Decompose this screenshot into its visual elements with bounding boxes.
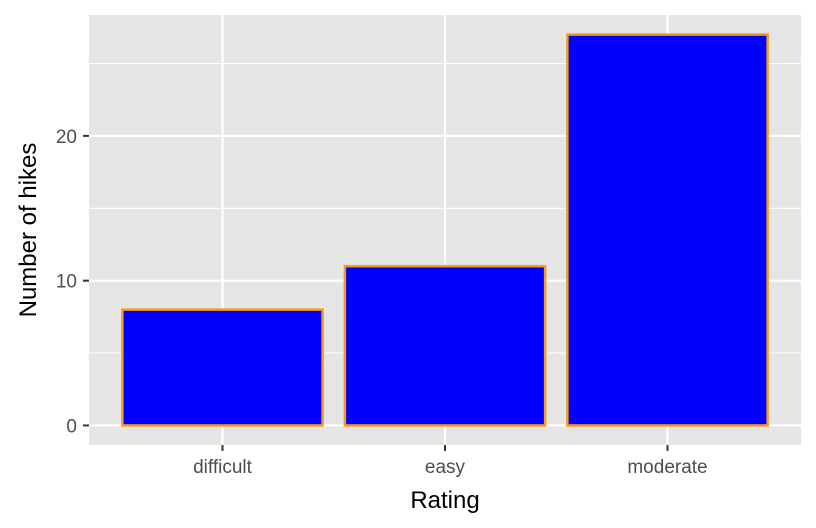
y-axis-title: Number of hikes	[15, 143, 42, 318]
x-axis-title: Rating	[410, 487, 479, 514]
x-axis: difficult easy moderate	[193, 445, 708, 478]
bar-moderate	[566, 33, 769, 427]
bars	[121, 33, 769, 427]
y-tick-label: 10	[56, 272, 77, 293]
bar-difficult	[121, 308, 324, 427]
y-tick-label: 0	[66, 416, 77, 437]
y-axis: 0 10 20	[56, 127, 89, 437]
x-tick-label: difficult	[193, 457, 253, 478]
y-tick-label: 20	[56, 127, 77, 148]
x-tick-label: moderate	[627, 457, 707, 478]
bar-easy	[343, 264, 547, 427]
x-tick-label: easy	[425, 457, 466, 478]
